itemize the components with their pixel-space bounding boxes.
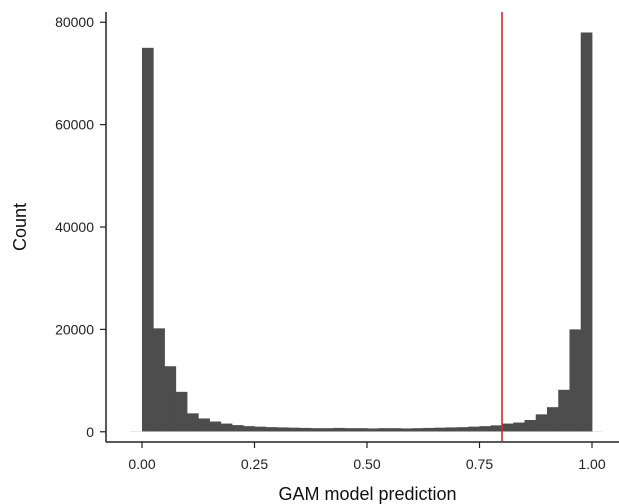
histogram-bar [468,426,480,432]
histogram-bar [344,428,357,432]
histogram-bar [535,414,548,432]
histogram-bar [209,421,222,432]
y-axis-title: Count [10,203,30,251]
y-tick-label: 80000 [55,14,94,30]
histogram-bar [569,329,582,432]
histogram-bar [580,32,593,432]
histogram-bar [479,426,492,432]
histogram-bar [423,427,435,432]
histogram-bar [288,427,300,432]
histogram-bar [299,427,312,432]
histogram-bar [153,328,165,432]
histogram-bar [175,391,188,432]
histogram-bar [445,427,458,432]
histogram-bar [187,413,199,432]
histogram-bar [389,428,402,432]
histogram-bar [513,422,525,432]
x-tick-label: 0.00 [128,456,155,472]
x-tick-label: 0.75 [466,456,493,472]
histogram-bar [232,425,244,432]
histogram-bar [164,366,177,432]
histogram-bars [130,32,602,433]
histogram-bar [322,428,334,432]
histogram-bar [367,428,379,432]
histogram-bar [355,428,368,432]
histogram-bar [434,427,447,432]
y-tick-label: 0 [86,424,94,440]
x-axis-ticks: 0.00 0.25 0.50 0.75 1.00 [128,442,606,472]
y-axis-ticks: 0 20000 40000 60000 80000 [55,14,106,440]
histogram-bar [265,427,278,432]
histogram-bar [378,428,390,432]
histogram-bar [254,426,267,432]
histogram-bar [412,428,424,432]
histogram-bar [558,389,570,432]
x-tick-label: 0.25 [241,456,268,472]
histogram-bar [142,47,154,432]
y-tick-label: 60000 [55,117,94,133]
histogram-bar [400,428,413,432]
x-tick-label: 1.00 [578,456,605,472]
histogram-bar [502,423,514,432]
histogram-bar [277,427,289,432]
histogram-bar [547,407,559,432]
histogram-bar [220,423,233,432]
histogram-bar [524,419,537,432]
histogram-bar [333,427,345,432]
histogram-bar [198,418,210,432]
histogram-bar [490,425,503,432]
histogram-bar [310,428,323,432]
y-tick-label: 20000 [55,321,94,337]
y-tick-label: 40000 [55,219,94,235]
histogram-bar [243,426,255,432]
x-axis-title: GAM model prediction [278,484,456,504]
histogram-bar [457,427,469,432]
x-tick-label: 0.50 [353,456,380,472]
